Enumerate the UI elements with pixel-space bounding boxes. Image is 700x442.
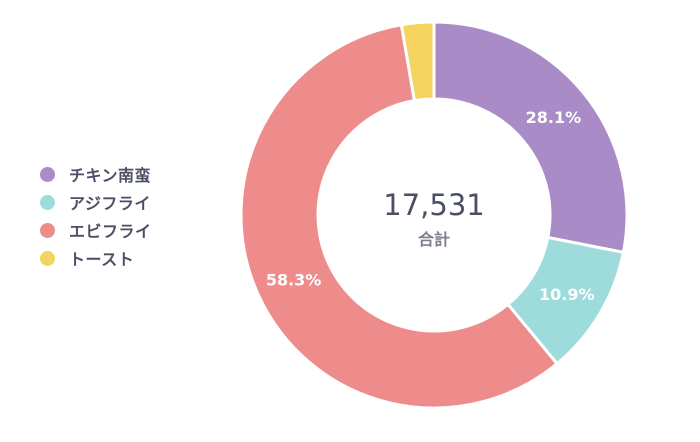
legend: チキン南蛮 アジフライ エビフライ トースト <box>40 160 210 272</box>
slice-chicken-nanban[interactable] <box>432 20 629 255</box>
data-label-ebi-fry: 58.3% <box>266 270 322 289</box>
legend-label-toast: トースト <box>69 250 135 269</box>
legend-swatch-aji-fry <box>40 194 55 210</box>
center-total-value: 17,531 <box>383 188 484 222</box>
slice-toast[interactable] <box>399 20 436 103</box>
legend-label-aji-fry: アジフライ <box>69 194 151 213</box>
legend-label-chicken-nanban: チキン南蛮 <box>69 166 152 185</box>
legend-item-toast[interactable]: トースト <box>40 244 210 272</box>
slice-labels: 28.1% 10.9% 58.3% <box>266 108 595 304</box>
data-label-aji-fry: 10.9% <box>539 285 595 304</box>
legend-item-ebi-fry[interactable]: エビフライ <box>40 216 210 244</box>
donut-slices <box>239 20 629 410</box>
slice-ebi-fry[interactable] <box>239 23 560 410</box>
legend-item-chicken-nanban[interactable]: チキン南蛮 <box>40 160 210 188</box>
legend-item-aji-fry[interactable]: アジフライ <box>40 188 210 216</box>
data-label-chicken-nanban: 28.1% <box>526 108 582 127</box>
legend-swatch-chicken-nanban <box>40 166 55 182</box>
center-total-label: 合計 <box>418 230 450 249</box>
legend-swatch-ebi-fry <box>40 222 55 238</box>
legend-label-ebi-fry: エビフライ <box>69 222 152 241</box>
legend-swatch-toast <box>40 250 55 266</box>
